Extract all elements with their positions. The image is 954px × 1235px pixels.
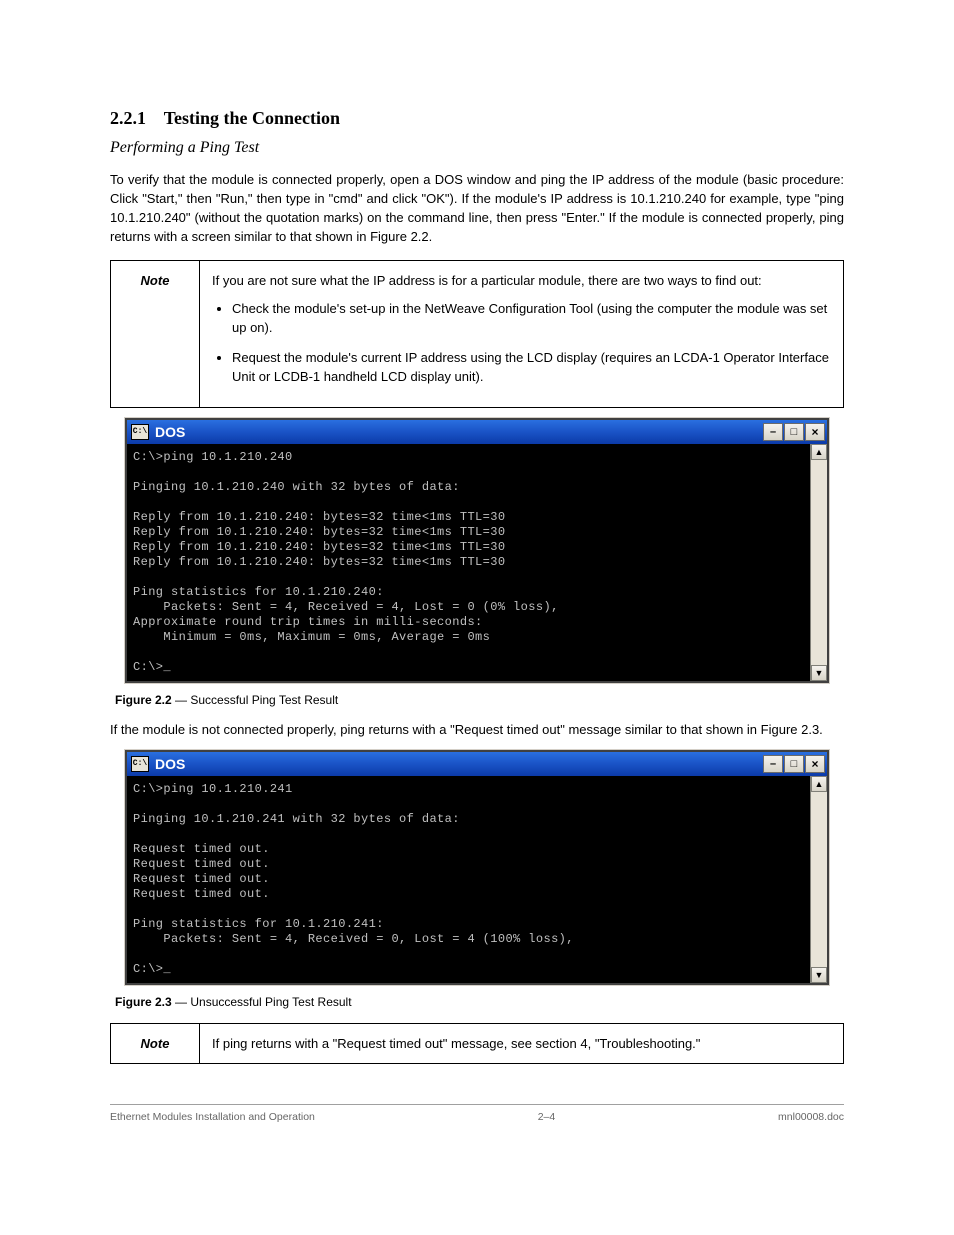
titlebar: C:\ DOS – □ × bbox=[127, 420, 827, 444]
figure-number: Figure 2.3 bbox=[115, 995, 172, 1009]
dos-window-success: C:\ DOS – □ × C:\>ping 10.1.210.240 Ping… bbox=[125, 418, 829, 683]
figure2-intro: If the module is not connected properly,… bbox=[110, 721, 844, 740]
scroll-track[interactable] bbox=[811, 792, 827, 967]
note-body: If ping returns with a "Request timed ou… bbox=[200, 1023, 844, 1064]
note-label: Note bbox=[111, 261, 200, 408]
note-list: Check the module's set-up in the NetWeav… bbox=[212, 299, 831, 387]
note-para: If you are not sure what the IP address … bbox=[212, 271, 831, 291]
maximize-button[interactable]: □ bbox=[784, 755, 804, 773]
subheading: Performing a Ping Test bbox=[110, 139, 844, 157]
close-button[interactable]: × bbox=[805, 423, 825, 441]
note-text: If ping returns with a "Request timed ou… bbox=[212, 1036, 700, 1051]
figure2-caption: Figure 2.3 — Unsuccessful Ping Test Resu… bbox=[110, 995, 844, 1009]
scrollbar[interactable]: ▲ ▼ bbox=[810, 444, 827, 681]
window-title: DOS bbox=[155, 756, 185, 772]
figure-caption-text: — Unsuccessful Ping Test Result bbox=[172, 995, 352, 1009]
scroll-down-icon[interactable]: ▼ bbox=[811, 665, 827, 681]
note-bullet-2: Request the module's current IP address … bbox=[232, 348, 831, 387]
scroll-up-icon[interactable]: ▲ bbox=[811, 444, 827, 460]
terminal-output: C:\>ping 10.1.210.240 Pinging 10.1.210.2… bbox=[127, 444, 810, 681]
scroll-up-icon[interactable]: ▲ bbox=[811, 776, 827, 792]
terminal-wrap: C:\>ping 10.1.210.240 Pinging 10.1.210.2… bbox=[127, 444, 827, 681]
maximize-button[interactable]: □ bbox=[784, 423, 804, 441]
note-bullet-1: Check the module's set-up in the NetWeav… bbox=[232, 299, 831, 338]
titlebar: C:\ DOS – □ × bbox=[127, 752, 827, 776]
heading-number: 2.2.1 bbox=[110, 108, 146, 128]
intro-paragraph: To verify that the module is connected p… bbox=[110, 171, 844, 246]
terminal-wrap: C:\>ping 10.1.210.241 Pinging 10.1.210.2… bbox=[127, 776, 827, 983]
heading-text: Testing the Connection bbox=[164, 108, 340, 128]
window-controls: – □ × bbox=[762, 423, 825, 441]
note-body: If you are not sure what the IP address … bbox=[200, 261, 844, 408]
page: 2.2.1 Testing the Connection Performing … bbox=[0, 0, 954, 1163]
figure-number: Figure 2.2 bbox=[115, 693, 172, 707]
footer-center: 2–4 bbox=[315, 1111, 778, 1123]
footer-rule bbox=[110, 1104, 844, 1105]
footer-right: mnl00008.doc bbox=[778, 1111, 844, 1123]
note-box-2: Note If ping returns with a "Request tim… bbox=[110, 1023, 844, 1065]
page-footer: Ethernet Modules Installation and Operat… bbox=[110, 1111, 844, 1123]
titlebar-left: C:\ DOS bbox=[131, 756, 185, 772]
figure1-caption: Figure 2.2 — Successful Ping Test Result bbox=[110, 693, 844, 707]
scrollbar[interactable]: ▲ ▼ bbox=[810, 776, 827, 983]
app-icon: C:\ bbox=[131, 756, 149, 772]
dos-window-fail: C:\ DOS – □ × C:\>ping 10.1.210.241 Ping… bbox=[125, 750, 829, 985]
close-button[interactable]: × bbox=[805, 755, 825, 773]
terminal-output: C:\>ping 10.1.210.241 Pinging 10.1.210.2… bbox=[127, 776, 810, 983]
scroll-down-icon[interactable]: ▼ bbox=[811, 967, 827, 983]
figure-caption-text: — Successful Ping Test Result bbox=[172, 693, 339, 707]
titlebar-left: C:\ DOS bbox=[131, 424, 185, 440]
scroll-track[interactable] bbox=[811, 460, 827, 665]
footer-left: Ethernet Modules Installation and Operat… bbox=[110, 1111, 315, 1123]
note-box-1: Note If you are not sure what the IP add… bbox=[110, 260, 844, 408]
note-label: Note bbox=[111, 1023, 200, 1064]
minimize-button[interactable]: – bbox=[763, 755, 783, 773]
window-controls: – □ × bbox=[762, 755, 825, 773]
section-heading: 2.2.1 Testing the Connection bbox=[110, 108, 844, 129]
app-icon: C:\ bbox=[131, 424, 149, 440]
window-title: DOS bbox=[155, 424, 185, 440]
minimize-button[interactable]: – bbox=[763, 423, 783, 441]
